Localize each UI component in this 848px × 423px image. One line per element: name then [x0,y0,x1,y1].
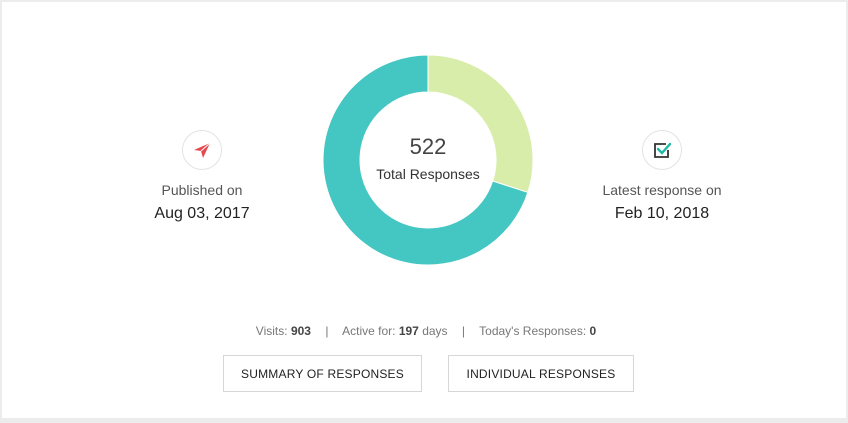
donut-segment-light [427,55,533,194]
active-for-label: Active for: [342,324,396,338]
individual-responses-button[interactable]: INDIVIDUAL RESPONSES [448,355,634,392]
paper-plane-icon [194,142,211,158]
donut-center: 522 Total Responses [323,55,533,265]
active-for-value: 197 [398,324,419,338]
summary-of-responses-button[interactable]: SUMMARY OF RESPONSES [223,355,422,392]
published-date: Aug 03, 2017 [154,205,250,222]
responses-donut: 522 Total Responses [323,55,533,265]
active-for-unit: days [422,324,448,338]
meta-separator: | [325,324,329,338]
published-icon-circle [182,130,222,170]
published-label: Published on [161,182,243,198]
latest-response-label: Latest response on [602,182,722,198]
visits-label: Visits: [255,324,288,338]
latest-icon-circle [642,130,682,170]
donut-chart [323,55,533,265]
survey-meta-line: Visits: 903 | Active for: 197 days | Tod… [2,324,848,338]
todays-responses-value: 0 [589,324,597,338]
published-block: Published on Aug 03, 2017 [92,130,312,223]
checkbox-check-icon [654,142,672,158]
total-responses-count: 522 [409,134,447,159]
todays-responses-label: Today's Responses: [479,324,587,338]
survey-summary-card: Published on Aug 03, 2017 522 Total Resp… [2,2,846,418]
visits-value: 903 [290,324,311,338]
latest-response-block: Latest response on Feb 10, 2018 [552,130,772,223]
total-responses-label: Total Responses [376,166,480,182]
latest-response-date: Feb 10, 2018 [614,205,710,222]
meta-separator: | [461,324,466,338]
donut-segment-teal [323,55,529,265]
